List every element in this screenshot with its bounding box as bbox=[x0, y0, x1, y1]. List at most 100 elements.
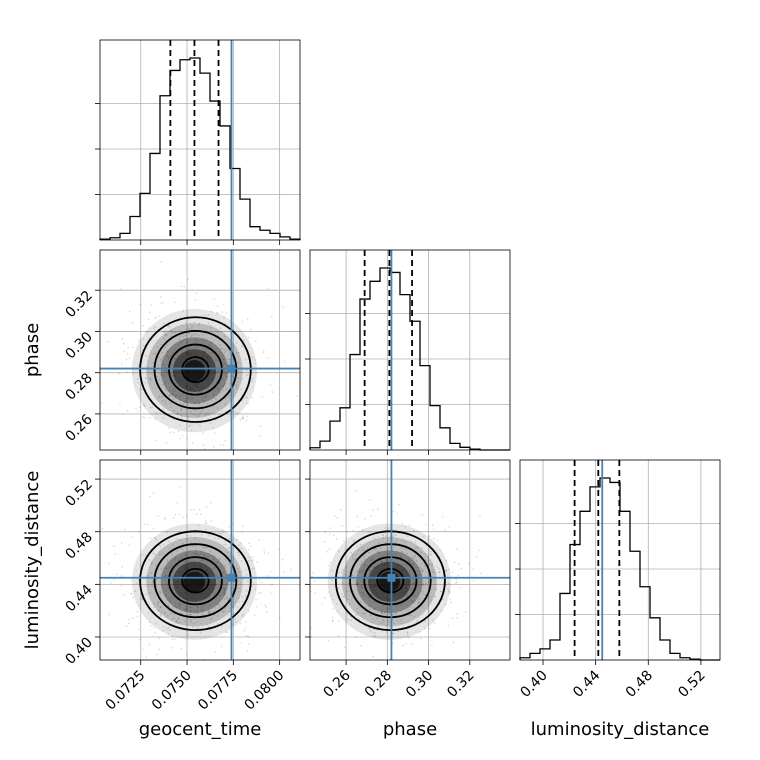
sample-point bbox=[175, 394, 178, 396]
sample-point bbox=[377, 508, 379, 510]
sample-point bbox=[216, 305, 219, 307]
sample-point bbox=[224, 598, 226, 600]
sample-point bbox=[179, 402, 181, 405]
sample-point bbox=[228, 360, 230, 363]
sample-point bbox=[425, 582, 427, 585]
sample-point bbox=[186, 534, 189, 537]
sample-point bbox=[179, 399, 182, 401]
sample-point bbox=[203, 350, 206, 353]
sample-point bbox=[223, 587, 226, 590]
sample-point bbox=[371, 558, 374, 560]
sample-point bbox=[433, 578, 436, 581]
sample-point bbox=[416, 620, 418, 623]
sample-point bbox=[160, 261, 162, 263]
sample-point bbox=[210, 501, 212, 504]
sample-point bbox=[376, 591, 378, 594]
sample-point bbox=[194, 349, 196, 351]
sample-point bbox=[208, 612, 211, 615]
sample-point bbox=[171, 618, 174, 620]
sample-point bbox=[237, 587, 240, 590]
sample-point bbox=[194, 537, 196, 539]
sample-point bbox=[451, 571, 454, 573]
sample-point bbox=[250, 560, 253, 562]
sample-point bbox=[338, 620, 341, 623]
sample-point bbox=[314, 592, 317, 595]
sample-point bbox=[331, 620, 334, 623]
sample-point bbox=[197, 334, 200, 337]
sample-point bbox=[115, 573, 118, 576]
sample-point bbox=[187, 600, 189, 602]
sample-point bbox=[207, 418, 210, 420]
contour-line bbox=[168, 556, 223, 606]
sample-point bbox=[160, 295, 162, 298]
sample-point bbox=[401, 591, 404, 594]
sample-point bbox=[150, 561, 153, 564]
sample-point bbox=[367, 596, 370, 599]
sample-point bbox=[222, 362, 225, 365]
contour-line bbox=[181, 567, 210, 594]
sample-point bbox=[229, 358, 231, 361]
histogram-luminosity_distance bbox=[519, 477, 720, 661]
sample-point bbox=[173, 517, 175, 519]
sample-point bbox=[360, 585, 362, 587]
sample-point bbox=[216, 615, 219, 617]
sample-point bbox=[310, 636, 312, 638]
sample-point bbox=[218, 557, 220, 559]
sample-point bbox=[189, 595, 191, 598]
sample-point bbox=[213, 593, 216, 596]
sample-point bbox=[181, 353, 183, 355]
sample-point bbox=[159, 545, 162, 548]
sample-point bbox=[179, 573, 182, 575]
sample-point bbox=[430, 599, 433, 601]
sample-point bbox=[356, 515, 358, 518]
sample-point bbox=[245, 419, 248, 422]
x-tick-label-luminosity_distance: 0.48 bbox=[623, 668, 656, 701]
sample-point bbox=[222, 358, 225, 361]
histogram-phase bbox=[309, 267, 510, 451]
contour-line bbox=[153, 543, 238, 619]
sample-point bbox=[168, 325, 171, 328]
sample-point bbox=[119, 288, 122, 291]
sample-point bbox=[141, 554, 144, 556]
sample-point bbox=[237, 362, 239, 364]
sample-point bbox=[199, 425, 201, 427]
sample-point bbox=[384, 611, 386, 613]
sample-point bbox=[204, 397, 207, 399]
sample-point bbox=[184, 561, 186, 563]
sample-point bbox=[350, 619, 353, 621]
sample-point bbox=[352, 539, 355, 541]
sample-point bbox=[172, 578, 175, 581]
sample-point bbox=[216, 561, 219, 563]
sample-point bbox=[160, 591, 163, 593]
sample-point bbox=[432, 580, 435, 582]
sample-point bbox=[196, 399, 198, 401]
sample-point bbox=[161, 352, 164, 354]
sample-point bbox=[132, 617, 134, 620]
sample-point bbox=[419, 566, 421, 569]
panel-contents bbox=[99, 39, 721, 661]
sample-point bbox=[361, 561, 363, 564]
sample-point bbox=[241, 615, 243, 617]
sample-point bbox=[331, 616, 334, 619]
sample-point bbox=[205, 546, 208, 549]
sample-point bbox=[253, 567, 255, 570]
sample-point bbox=[342, 595, 344, 598]
sample-point bbox=[343, 596, 345, 598]
sample-point bbox=[168, 599, 171, 602]
sample-point bbox=[348, 571, 350, 573]
sample-point bbox=[167, 604, 170, 606]
sample-point bbox=[172, 587, 174, 590]
sample-point bbox=[347, 598, 349, 601]
sample-point bbox=[383, 619, 385, 622]
sample-point bbox=[227, 614, 229, 616]
sample-point bbox=[214, 592, 217, 594]
sample-point bbox=[228, 525, 231, 528]
sample-point bbox=[156, 586, 159, 588]
sample-point bbox=[163, 322, 165, 325]
sample-point bbox=[168, 540, 170, 543]
sample-point bbox=[190, 411, 192, 414]
sample-point bbox=[368, 551, 370, 554]
sample-point bbox=[394, 613, 397, 615]
sample-point bbox=[258, 579, 261, 581]
sample-point bbox=[203, 338, 206, 340]
